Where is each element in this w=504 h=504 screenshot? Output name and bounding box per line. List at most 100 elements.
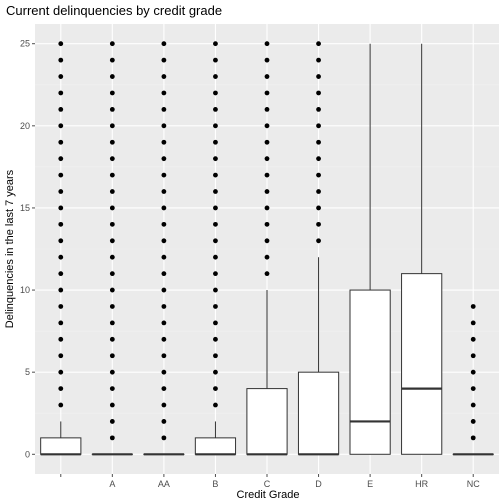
outlier-point (213, 386, 218, 391)
x-tick-label: A (109, 479, 115, 489)
outlier-point (264, 139, 270, 145)
outlier-point (109, 287, 115, 293)
outlier-point (316, 238, 321, 244)
outlier-point (58, 271, 64, 277)
box-group (91, 41, 133, 456)
outlier-point (58, 57, 64, 63)
outlier-point (213, 189, 218, 194)
x-tick-label: NC (467, 479, 480, 489)
outlier-point (109, 57, 115, 63)
outlier-point (161, 189, 167, 194)
outlier-point (109, 74, 115, 79)
outlier-point (470, 386, 476, 391)
outlier-point (316, 57, 321, 63)
outlier-point (161, 172, 167, 178)
outlier-point (58, 41, 64, 47)
outlier-point (109, 90, 115, 96)
box (40, 437, 82, 455)
outlier-point (470, 304, 476, 309)
outlier-point (213, 205, 218, 211)
outlier-point (264, 90, 270, 96)
y-tick-label: 0 (25, 449, 30, 459)
box-group (143, 41, 185, 456)
x-tick-label: AA (158, 479, 170, 489)
outlier-point (213, 353, 218, 359)
y-tick-label: 5 (25, 367, 30, 377)
outlier-point (316, 139, 321, 145)
outlier-point (316, 123, 321, 129)
outlier-point (109, 304, 115, 309)
outlier-point (109, 369, 115, 375)
outlier-point (470, 369, 476, 375)
outlier-point (109, 41, 115, 47)
outlier-point (213, 287, 218, 293)
outlier-point (58, 304, 64, 309)
outlier-point (161, 107, 167, 112)
box (297, 371, 340, 455)
outlier-point (109, 320, 115, 326)
box-group (349, 43, 391, 455)
outlier-point (58, 254, 64, 260)
outlier-point (213, 57, 218, 63)
outlier-point (470, 419, 476, 424)
outlier-point (316, 205, 321, 211)
outlier-point (213, 271, 218, 277)
outlier-point (58, 238, 64, 244)
outlier-point (58, 353, 64, 359)
outlier-point (264, 57, 270, 63)
y-tick-label: 15 (20, 203, 30, 213)
outlier-point (316, 41, 321, 47)
outlier-point (264, 123, 270, 129)
outlier-point (264, 205, 270, 211)
outlier-point (213, 304, 218, 309)
x-tick-label: C (264, 479, 271, 489)
outlier-point (109, 156, 115, 162)
outlier-point (58, 189, 64, 194)
outlier-point (161, 369, 167, 375)
outlier-point (213, 74, 218, 79)
outlier-point (109, 254, 115, 260)
outlier-point (58, 156, 64, 162)
outlier-point (213, 172, 218, 178)
outlier-point (316, 156, 321, 162)
outlier-point (470, 353, 476, 359)
outlier-point (161, 74, 167, 79)
box (246, 388, 288, 455)
box-group (452, 304, 494, 456)
x-tick-label: E (367, 479, 373, 489)
outlier-point (213, 238, 218, 244)
outlier-point (264, 189, 270, 194)
outlier-point (109, 386, 115, 391)
outlier-point (58, 90, 64, 96)
outlier-point (161, 221, 167, 227)
y-tick-label: 10 (20, 285, 30, 295)
outlier-point (213, 90, 218, 96)
y-tick-label: 20 (20, 121, 30, 131)
outlier-point (213, 139, 218, 145)
outlier-point (470, 435, 476, 441)
outlier-point (161, 271, 167, 277)
outlier-point (213, 123, 218, 129)
outlier-point (264, 254, 270, 260)
x-tick-label: B (212, 479, 218, 489)
outlier-point (109, 238, 115, 244)
box-group (246, 41, 288, 456)
x-tick-label: HR (415, 479, 428, 489)
outlier-point (161, 336, 167, 342)
outlier-point (109, 435, 115, 441)
outlier-point (264, 107, 270, 112)
box-group (401, 43, 443, 455)
box (349, 289, 391, 455)
box-marks (40, 41, 494, 456)
outlier-point (161, 205, 167, 211)
outlier-point (264, 221, 270, 227)
outlier-point (161, 320, 167, 326)
outlier-point (161, 156, 167, 162)
box-group (194, 41, 237, 456)
outlier-point (264, 74, 270, 79)
outlier-point (58, 287, 64, 293)
outlier-point (213, 156, 218, 162)
outlier-point (109, 336, 115, 342)
